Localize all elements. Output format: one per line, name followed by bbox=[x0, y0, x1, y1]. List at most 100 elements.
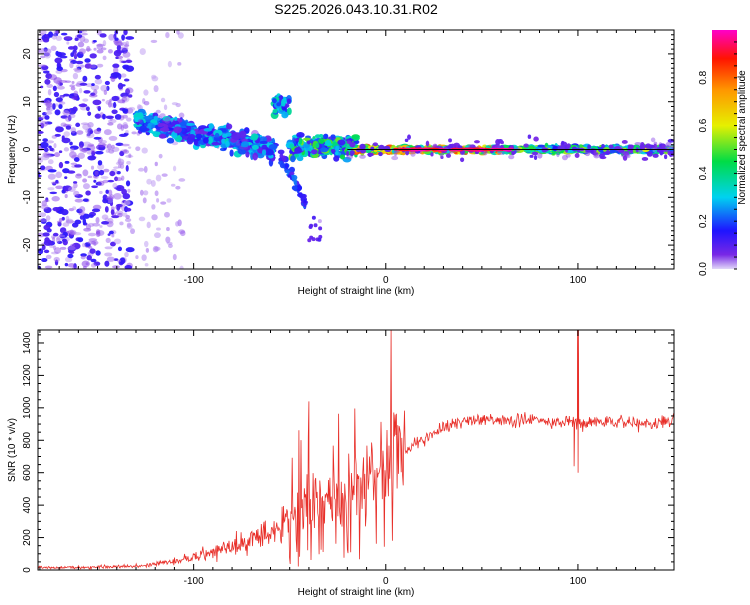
spectral-blob bbox=[139, 189, 144, 196]
colorbar-tick-label: 0.4 bbox=[698, 166, 709, 180]
spectral-blob bbox=[289, 143, 294, 149]
spectral-blob bbox=[88, 214, 94, 218]
spectral-blob bbox=[77, 152, 85, 159]
spectral-blob bbox=[53, 30, 60, 34]
spectral-blob bbox=[141, 254, 147, 261]
spectral-blob bbox=[460, 157, 465, 163]
spectral-blob bbox=[45, 100, 52, 107]
spectral-blob bbox=[53, 256, 60, 263]
spectral-blob bbox=[138, 119, 143, 124]
spectral-blob bbox=[622, 155, 628, 161]
spectral-blob bbox=[172, 253, 177, 261]
spectral-blob bbox=[91, 208, 101, 213]
spectral-blob bbox=[372, 142, 379, 147]
spectral-blob bbox=[42, 232, 50, 237]
spectral-blob bbox=[144, 262, 149, 267]
snr-y-tick-label: 200 bbox=[22, 529, 33, 546]
spectral-blob bbox=[50, 45, 57, 51]
spectral-blob bbox=[107, 233, 111, 236]
spectral-blob bbox=[155, 174, 162, 182]
colorbar: 0.0 0.2 0.4 0.6 0.8 Normalized spectral ampli… bbox=[698, 30, 748, 276]
spectral-blob bbox=[73, 51, 78, 58]
spectral-blob bbox=[500, 140, 504, 145]
snr-series-line bbox=[38, 330, 674, 570]
spectral-blob bbox=[114, 37, 119, 41]
spectral-blob bbox=[277, 149, 285, 155]
spectral-blob bbox=[523, 143, 529, 148]
spectral-blob bbox=[60, 209, 69, 216]
spectral-blob bbox=[48, 31, 54, 38]
spectral-blob bbox=[143, 190, 149, 196]
spectral-blob bbox=[46, 83, 54, 89]
spectral-blob bbox=[54, 109, 61, 116]
spectral-blob bbox=[82, 265, 87, 269]
spectral-blob bbox=[644, 143, 652, 149]
spectral-blob bbox=[296, 131, 305, 138]
spectral-blob bbox=[105, 189, 109, 194]
spectral-blob bbox=[53, 77, 62, 84]
spectral-blob bbox=[90, 165, 95, 170]
spectral-blob bbox=[105, 237, 111, 244]
spectral-blob bbox=[99, 33, 107, 38]
spectral-blob bbox=[111, 109, 118, 115]
spectral-blob bbox=[179, 121, 187, 127]
spectral-blob bbox=[225, 140, 230, 148]
spectral-blob bbox=[52, 103, 56, 110]
spectral-blob bbox=[40, 204, 49, 210]
spectral-blob bbox=[125, 180, 131, 187]
spectral-blob bbox=[69, 251, 75, 254]
spectral-blob bbox=[239, 130, 247, 139]
spectral-blob bbox=[473, 140, 480, 144]
spectral-blob bbox=[90, 149, 96, 153]
spectral-blob bbox=[599, 153, 605, 158]
spectral-blob bbox=[65, 218, 74, 224]
spectral-blob bbox=[94, 78, 103, 85]
spectral-blob bbox=[135, 255, 139, 260]
spectral-blob bbox=[69, 230, 77, 236]
spectral-blob bbox=[69, 61, 74, 69]
spectral-blob bbox=[125, 59, 133, 63]
spectral-blob bbox=[311, 215, 316, 220]
spectral-blob bbox=[634, 141, 642, 146]
spectral-blob bbox=[537, 152, 543, 159]
spectral-blob bbox=[40, 155, 50, 161]
spectral-blob bbox=[276, 102, 282, 107]
spectral-blob bbox=[65, 116, 72, 122]
spectral-blob bbox=[68, 186, 76, 193]
snr-y-tick-label: 400 bbox=[22, 496, 33, 513]
spectral-blob bbox=[175, 221, 180, 227]
spectral-blob bbox=[94, 150, 104, 155]
spectral-blob bbox=[59, 246, 67, 250]
spectral-blob bbox=[448, 143, 454, 149]
spectral-blob bbox=[87, 111, 92, 116]
spectral-blob bbox=[88, 246, 93, 249]
spectral-blob bbox=[113, 258, 119, 261]
spectral-blob bbox=[160, 97, 166, 103]
snr-x-axis-label: Height of straight line (km) bbox=[298, 587, 415, 598]
spectral-blob bbox=[165, 131, 169, 138]
spectral-blob bbox=[82, 75, 88, 82]
spectral-blob bbox=[43, 147, 49, 153]
snr-y-tick-label: 1000 bbox=[22, 396, 33, 419]
spectral-blob bbox=[252, 152, 258, 161]
spectral-blob bbox=[126, 160, 131, 165]
spectral-blob bbox=[84, 62, 93, 69]
spectral-blob bbox=[96, 43, 105, 47]
spectral-blob bbox=[159, 113, 166, 118]
spectral-blob bbox=[107, 143, 112, 151]
spectral-blob bbox=[42, 138, 48, 143]
spectral-blob bbox=[64, 194, 68, 199]
spectral-blob bbox=[119, 221, 124, 226]
spectral-blob bbox=[87, 222, 95, 227]
spectral-blob bbox=[38, 64, 47, 67]
spectral-blob bbox=[69, 84, 76, 88]
spectral-blob bbox=[251, 144, 259, 150]
spectral-blob bbox=[93, 47, 97, 51]
spectral-blob bbox=[125, 87, 134, 94]
spectral-blob bbox=[153, 85, 159, 93]
spectral-blob bbox=[93, 89, 98, 95]
spectral-blob bbox=[605, 150, 611, 155]
spectral-blob bbox=[63, 131, 70, 137]
spectral-blob bbox=[165, 32, 170, 39]
spectral-blob bbox=[90, 258, 97, 263]
